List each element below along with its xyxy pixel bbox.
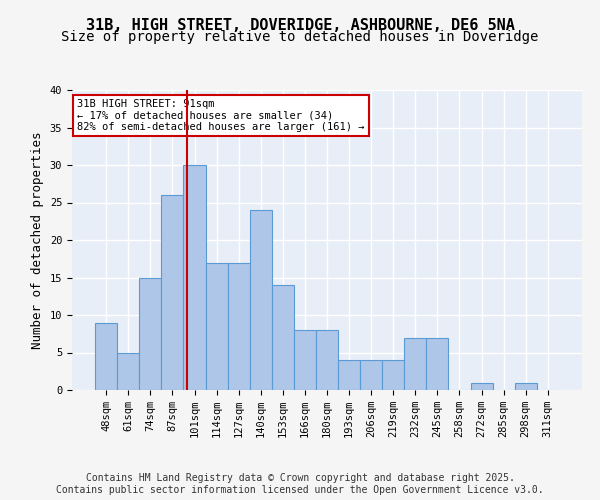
Text: Contains HM Land Registry data © Crown copyright and database right 2025.
Contai: Contains HM Land Registry data © Crown c… (56, 474, 544, 495)
Bar (382, 360, 404, 390)
Bar (95, 322, 117, 390)
Bar (139, 278, 161, 390)
Bar (227, 262, 250, 390)
Bar (206, 262, 227, 390)
Y-axis label: Number of detached properties: Number of detached properties (31, 131, 44, 349)
Bar (515, 382, 537, 390)
Bar (404, 338, 427, 390)
Bar (427, 338, 448, 390)
Text: 31B, HIGH STREET, DOVERIDGE, ASHBOURNE, DE6 5NA: 31B, HIGH STREET, DOVERIDGE, ASHBOURNE, … (86, 18, 514, 32)
Bar (316, 330, 338, 390)
Bar (117, 352, 139, 390)
Text: Size of property relative to detached houses in Doveridge: Size of property relative to detached ho… (61, 30, 539, 44)
Bar (294, 330, 316, 390)
Bar (338, 360, 360, 390)
Bar (272, 285, 294, 390)
Text: 31B HIGH STREET: 91sqm
← 17% of detached houses are smaller (34)
82% of semi-det: 31B HIGH STREET: 91sqm ← 17% of detached… (77, 99, 365, 132)
Bar (250, 210, 272, 390)
Bar (360, 360, 382, 390)
Bar (161, 195, 184, 390)
Bar (470, 382, 493, 390)
Bar (184, 165, 206, 390)
